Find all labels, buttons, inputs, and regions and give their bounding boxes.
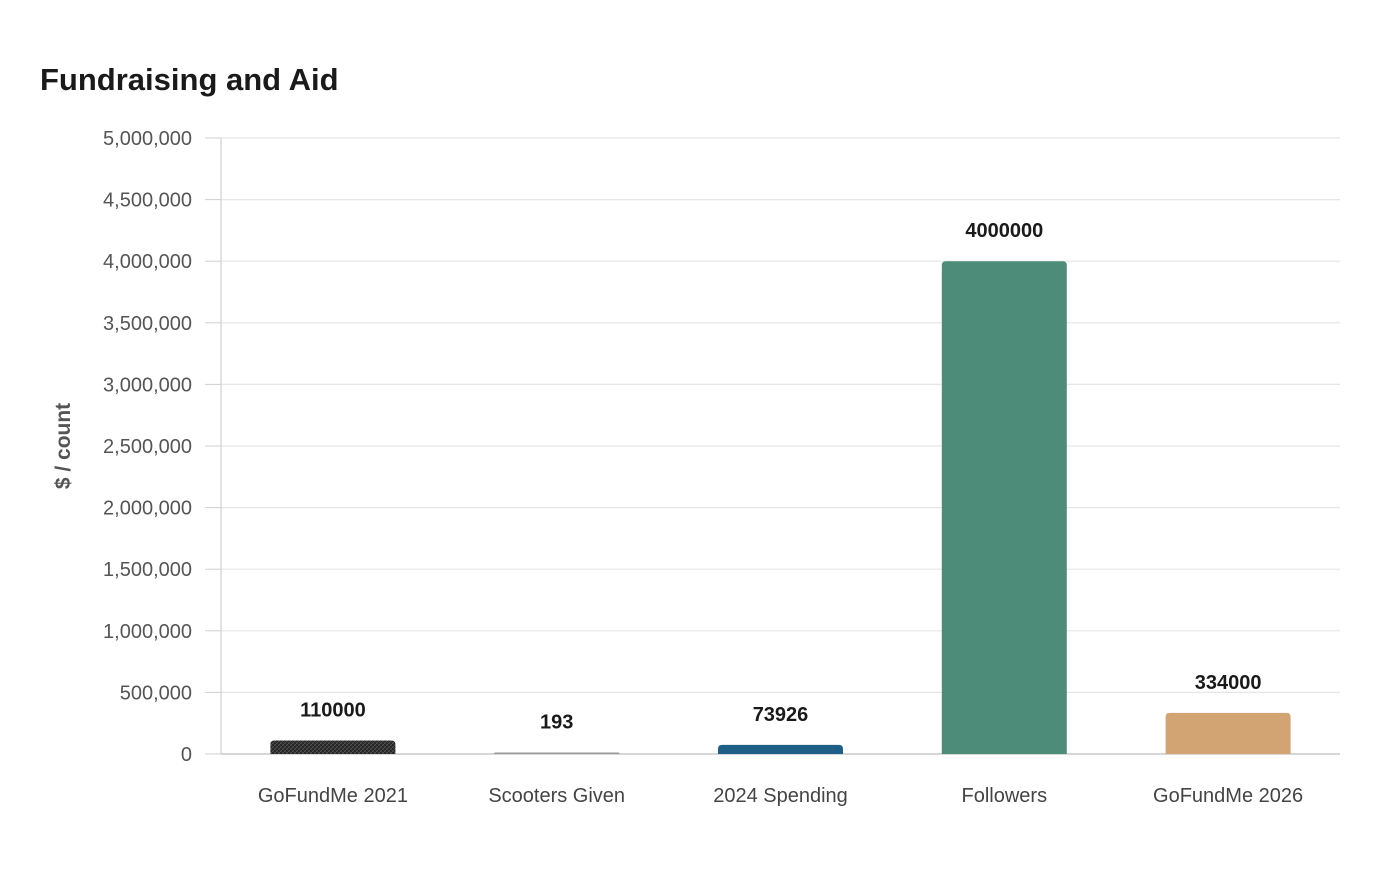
y-tick-label: 4,500,000 xyxy=(103,190,192,212)
data-label: 4000000 xyxy=(965,220,1043,242)
y-tick-label: 0 xyxy=(181,744,192,766)
bar-layer xyxy=(270,261,1291,754)
data-label: 110000 xyxy=(300,699,366,721)
x-tick-label: Followers xyxy=(962,785,1048,807)
bar-followers xyxy=(941,261,1067,754)
data-label: 73926 xyxy=(753,704,809,726)
y-tick-label: 5,000,000 xyxy=(103,128,192,150)
axis-layer: 0 500,000 1,000,000 1,500,000 2,000,000 2,500… xyxy=(103,128,1340,766)
bar-gofundme-2026 xyxy=(1165,712,1291,754)
x-tick-label: Scooters Given xyxy=(488,785,625,807)
grid-layer xyxy=(221,137,1340,694)
y-tick-label: 1,000,000 xyxy=(103,621,192,643)
y-tick-label: 4,000,000 xyxy=(103,251,192,273)
y-tick-label: 3,000,000 xyxy=(103,374,192,396)
y-tick-label: 3,500,000 xyxy=(103,313,192,335)
x-tick-label: GoFundMe 2026 xyxy=(1153,785,1303,807)
x-tick-label: GoFundMe 2021 xyxy=(258,785,408,807)
data-label: 334000 xyxy=(1195,672,1262,694)
y-tick-label: 500,000 xyxy=(120,682,192,704)
bar-gofundme-2021 xyxy=(270,740,396,754)
y-tick-label: 2,000,000 xyxy=(103,498,192,520)
y-tick-label: 2,500,000 xyxy=(103,436,192,458)
bar-scooters-given xyxy=(494,752,620,754)
x-tick-label: 2024 Spending xyxy=(713,785,848,807)
label-layer: 110000 GoFundMe 2021 193 Scooters Given 7392… xyxy=(258,220,1303,807)
data-label: 193 xyxy=(540,712,573,734)
bar-2024-spending xyxy=(718,744,843,754)
y-tick-label: 1,500,000 xyxy=(103,559,192,581)
y-axis-title: $ / count xyxy=(52,403,75,489)
chart-title: Fundraising and Aid xyxy=(40,62,339,97)
